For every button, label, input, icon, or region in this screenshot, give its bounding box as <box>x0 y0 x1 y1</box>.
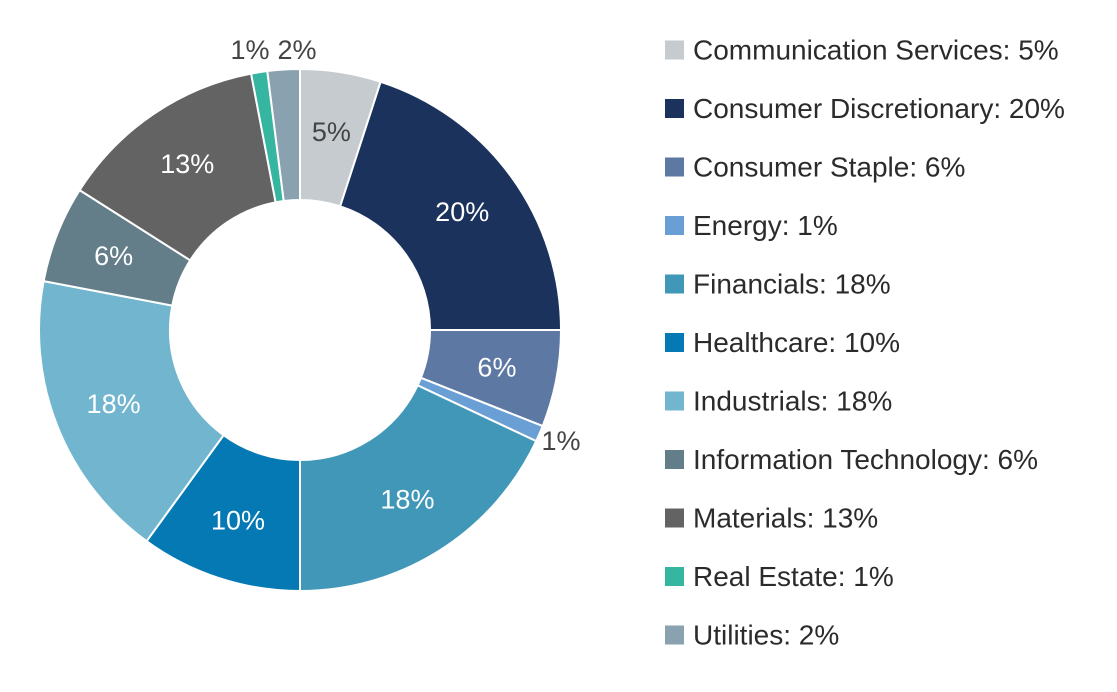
legend-label: Consumer Discretionary: 20% <box>693 93 1065 124</box>
slice-label-healthcare: 10% <box>211 506 265 536</box>
slice-financials <box>299 384 538 593</box>
legend-label: Industrials: 18% <box>693 386 892 417</box>
legend-swatch <box>665 333 684 352</box>
legend-item-consumer-discretionary: Consumer Discretionary: 20% <box>665 93 1065 124</box>
legend-swatch <box>665 274 684 294</box>
legend-swatch <box>665 157 684 177</box>
legend-label: Information Technology: 6% <box>693 444 1038 475</box>
legend-label: Consumer Staple: 6% <box>693 152 965 183</box>
slice-label-materials: 13% <box>160 149 214 179</box>
legend-item-communication-services: Communication Services: 5% <box>665 35 1059 66</box>
slice-label-industrials: 18% <box>87 389 141 419</box>
slice-labels: 5% 20% 6% 1% 18% 10% 18% 6% 13% 1% 2% <box>87 35 581 536</box>
legend-item-materials: Materials: 13% <box>665 503 878 534</box>
legend-label: Materials: 13% <box>693 503 878 534</box>
legend-swatch <box>665 216 684 235</box>
legend-swatch <box>665 567 684 586</box>
legend-label: Utilities: 2% <box>693 620 839 651</box>
slice-consumer-discretionary <box>338 80 563 331</box>
legend-item-industrials: Industrials: 18% <box>665 386 892 417</box>
legend-label: Healthcare: 10% <box>693 327 900 358</box>
slice-utilities <box>266 67 301 203</box>
legend-item-consumer-staple: Consumer Staple: 6% <box>665 152 965 183</box>
legend-swatch <box>665 450 684 469</box>
slice-label-consumer-staple: 6% <box>477 353 516 383</box>
legend-swatch <box>665 99 684 118</box>
legend-item-energy: Energy: 1% <box>665 210 838 241</box>
slice-label-communication-services: 5% <box>312 117 351 147</box>
legend: Communication Services: 5% Consumer Discr… <box>665 35 1065 651</box>
legend-swatch <box>665 40 684 60</box>
legend-label: Communication Services: 5% <box>693 35 1059 66</box>
legend-label: Financials: 18% <box>693 269 891 300</box>
legend-swatch <box>665 508 684 528</box>
legend-label: Energy: 1% <box>693 210 838 241</box>
legend-item-real-estate: Real Estate: 1% <box>665 561 894 592</box>
slice-label-financials: 18% <box>380 484 434 514</box>
slice-label-utilities: 2% <box>277 35 316 65</box>
legend-label: Real Estate: 1% <box>693 561 894 592</box>
legend-item-information-technology: Information Technology: 6% <box>665 444 1038 475</box>
legend-swatch <box>665 625 684 645</box>
legend-swatch <box>665 391 684 411</box>
legend-item-financials: Financials: 18% <box>665 269 891 300</box>
legend-item-healthcare: Healthcare: 10% <box>665 327 900 358</box>
slice-label-real-estate: 1% <box>230 35 269 65</box>
donut-slices <box>38 67 563 593</box>
slice-industrials <box>38 279 225 543</box>
slice-label-energy: 1% <box>541 426 580 456</box>
slice-label-information-technology: 6% <box>94 241 133 271</box>
legend-item-utilities: Utilities: 2% <box>665 620 839 651</box>
slice-label-consumer-discretionary: 20% <box>435 197 489 227</box>
